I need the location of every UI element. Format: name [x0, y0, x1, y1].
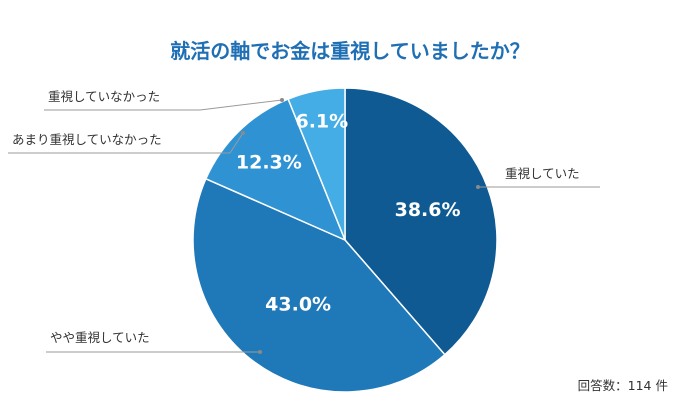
slice-value-label: 38.6% [395, 199, 461, 221]
slice-category-label: 重視していた [505, 166, 580, 181]
slice-category-label: やや重視していた [50, 330, 150, 345]
pie-value-labels: 38.6% 43.0% 12.3% 6.1% [236, 111, 461, 316]
pie-slice [287, 87, 346, 241]
callout-leader-line [44, 99, 283, 111]
pie-slices [192, 87, 498, 393]
callout-anchor-dot [241, 131, 245, 135]
slice-value-label: 43.0% [265, 294, 331, 316]
slice-value-label: 12.3% [236, 151, 302, 173]
slice-value-label: 6.1% [295, 111, 348, 133]
callout-leader-line [8, 132, 244, 154]
slice-category-label: 重視していなかった [48, 89, 160, 104]
pie-slice [192, 177, 446, 393]
response-count: 回答数：114 件 [578, 378, 668, 393]
chart-title: 就活の軸でお金は重視していましたか？ [170, 39, 529, 63]
slice-category-label: あまり重視していなかった [12, 132, 162, 147]
callout-anchor-dot [280, 98, 284, 102]
callout-anchor-dot [258, 350, 262, 354]
callout-anchor-dot [476, 185, 480, 189]
